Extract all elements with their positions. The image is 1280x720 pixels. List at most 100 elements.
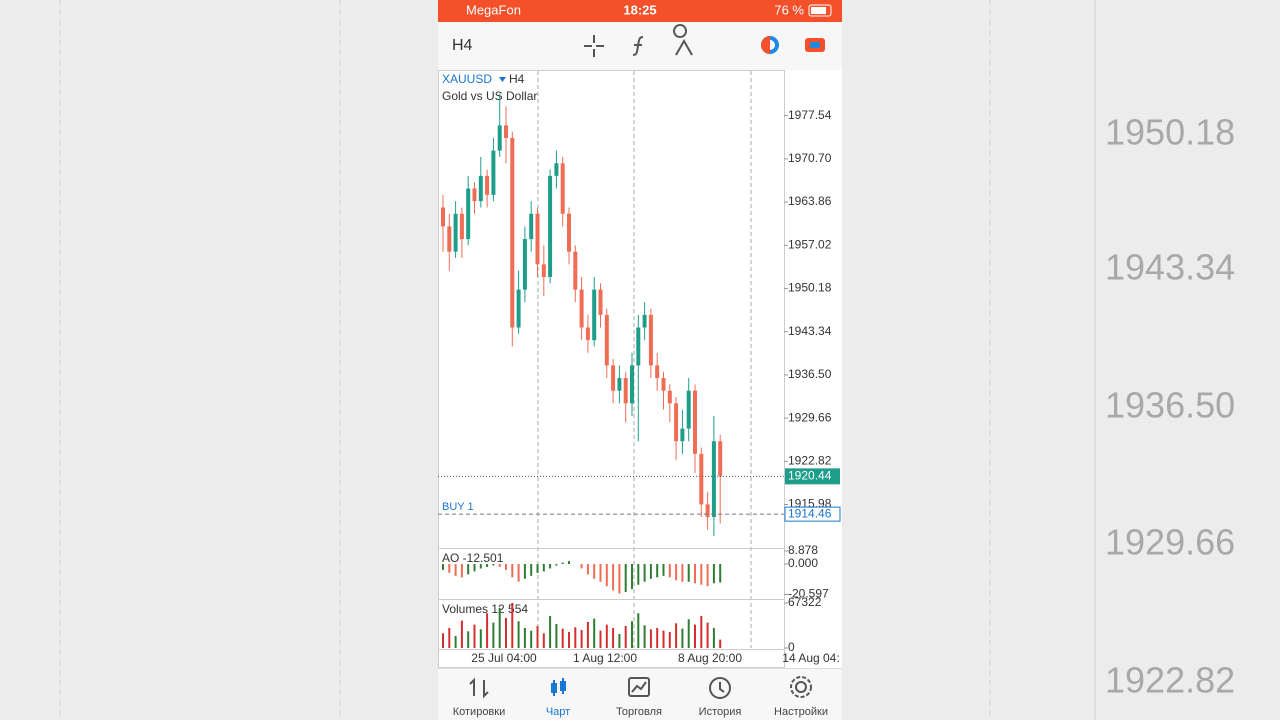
ao-bar	[467, 564, 470, 575]
volumes-label: Volumes 12 554	[442, 602, 528, 616]
volume-bar	[505, 617, 507, 648]
tab-label[interactable]: Котировки	[453, 706, 506, 718]
ao-bar	[662, 564, 665, 576]
tab-label[interactable]: Чарт	[546, 706, 570, 718]
ao-bar	[549, 564, 552, 569]
candle-body	[674, 403, 679, 442]
volume-bar	[631, 621, 633, 648]
candle-body	[661, 378, 666, 391]
candle-body	[466, 188, 471, 240]
volume-bar	[656, 627, 659, 648]
candle-body	[541, 264, 546, 277]
background-price: 1929.66	[1105, 522, 1235, 563]
candle-body	[497, 125, 502, 151]
candle-body	[592, 289, 597, 341]
ao-bar	[656, 564, 659, 578]
volume-bar	[681, 628, 684, 648]
volume-bar	[568, 631, 570, 648]
symbol-dropdown[interactable]	[499, 77, 506, 82]
volume-bar	[643, 625, 646, 648]
ao-bar	[719, 564, 722, 583]
ao-bar	[523, 564, 526, 579]
candle-body	[718, 441, 723, 477]
candle-body	[693, 390, 697, 454]
candle-body	[667, 390, 672, 404]
volume-bar	[555, 623, 558, 648]
candle-body	[579, 289, 584, 328]
background-price: 1936.50	[1105, 385, 1235, 426]
candle-body	[680, 428, 685, 442]
ao-bar	[668, 564, 671, 578]
volume-bar	[618, 633, 621, 648]
ao-bar	[712, 564, 715, 584]
background-price: 1943.34	[1105, 247, 1235, 288]
ao-bar	[593, 564, 596, 579]
tab-icon-fill	[551, 683, 557, 693]
candle-body	[459, 213, 464, 240]
volume-bar	[523, 627, 526, 648]
ao-bar	[580, 564, 583, 569]
volume-bar	[599, 630, 602, 648]
volume-bar	[498, 607, 501, 648]
volume-bar	[492, 622, 495, 648]
toolbar-icons[interactable]	[584, 24, 693, 57]
volume-bar	[712, 627, 715, 648]
tab-label[interactable]: Настройки	[774, 706, 828, 718]
candle-body	[548, 175, 553, 277]
ao-bar	[486, 564, 489, 567]
candle-body	[485, 175, 490, 195]
ao-bar	[675, 564, 678, 581]
ao-bar	[473, 564, 476, 572]
volume-bar	[593, 618, 596, 648]
volume-bar	[706, 622, 709, 648]
volume-bar	[612, 627, 615, 648]
ao-bar	[605, 564, 608, 587]
ao-bar	[643, 564, 646, 582]
ao-bar	[706, 564, 709, 587]
candle-body	[686, 390, 691, 429]
candle-body	[535, 213, 540, 265]
volume-bar	[574, 627, 577, 648]
carrier: MegaFon	[466, 2, 521, 17]
vertical-grid	[537, 71, 752, 648]
background-grid	[59, 0, 1096, 720]
candle-body	[711, 441, 716, 518]
clock: 18:25	[623, 2, 656, 17]
x-tick-label: 14 Aug 04:	[782, 651, 839, 665]
candle-body	[598, 289, 603, 315]
y-tick-label: 0.000	[788, 556, 818, 570]
y-tick-label: 1929.66	[788, 410, 832, 424]
candle-body	[554, 163, 559, 176]
timeframe-button[interactable]: H4	[452, 37, 473, 54]
ao-bar	[479, 564, 482, 569]
ao-bar	[498, 564, 501, 567]
volume-bar	[668, 631, 671, 648]
tab-label[interactable]: Торговля	[616, 706, 662, 718]
tab-bar	[438, 668, 842, 720]
ao-bar	[631, 564, 633, 590]
tab-icons	[469, 676, 812, 699]
battery-text: 76 %	[774, 2, 804, 17]
tab-label[interactable]: История	[699, 706, 742, 718]
candle-body	[567, 213, 571, 252]
volume-bar	[448, 627, 451, 648]
volume-bar	[687, 619, 690, 648]
volume-bar	[467, 631, 470, 648]
candle-body	[636, 327, 641, 366]
volume-bar	[460, 620, 463, 648]
candle-body	[560, 163, 565, 214]
account-icon-half	[761, 36, 770, 54]
candle-body	[655, 365, 660, 379]
volume-bar	[479, 629, 482, 648]
symbol[interactable]: XAUUSD	[442, 72, 492, 86]
y-tick-label: 0	[788, 640, 795, 654]
ao-bar	[517, 564, 520, 582]
ao-bar	[536, 564, 539, 573]
ao-bar	[681, 564, 684, 582]
y-tick-label: 8.878	[788, 543, 818, 557]
candle-body	[441, 207, 445, 227]
ao-bar	[511, 564, 514, 578]
ao-bar	[454, 564, 457, 576]
symbol-description: Gold vs US Dollar	[442, 89, 537, 103]
